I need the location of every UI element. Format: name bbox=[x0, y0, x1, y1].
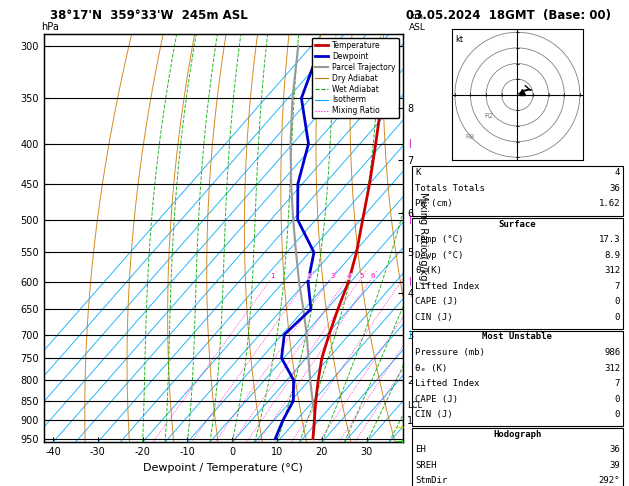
Text: 36: 36 bbox=[610, 184, 620, 193]
Text: θₑ (K): θₑ (K) bbox=[415, 364, 447, 373]
Y-axis label: Mixing Ratio (g/kg): Mixing Ratio (g/kg) bbox=[418, 192, 428, 284]
Text: 5: 5 bbox=[360, 273, 364, 279]
Text: |: | bbox=[408, 139, 413, 148]
Text: 2: 2 bbox=[308, 273, 312, 279]
Text: Dewp (°C): Dewp (°C) bbox=[415, 251, 464, 260]
Text: 8.9: 8.9 bbox=[604, 251, 620, 260]
Text: EH: EH bbox=[415, 445, 426, 454]
Text: →: → bbox=[395, 423, 404, 433]
Text: 38°17'N  359°33'W  245m ASL: 38°17'N 359°33'W 245m ASL bbox=[50, 9, 248, 22]
Text: 7: 7 bbox=[615, 379, 620, 388]
Text: kt: kt bbox=[455, 35, 463, 44]
Text: 39: 39 bbox=[610, 461, 620, 470]
Text: R2: R2 bbox=[485, 113, 494, 119]
Text: 4: 4 bbox=[347, 273, 351, 279]
Text: CAPE (J): CAPE (J) bbox=[415, 395, 458, 404]
Text: 0: 0 bbox=[615, 297, 620, 307]
Text: CIN (J): CIN (J) bbox=[415, 313, 453, 322]
Text: StmDir: StmDir bbox=[415, 476, 447, 486]
Text: 4: 4 bbox=[615, 168, 620, 177]
Text: 312: 312 bbox=[604, 266, 620, 276]
Text: 0: 0 bbox=[615, 313, 620, 322]
Text: 292°: 292° bbox=[599, 476, 620, 486]
Text: 3: 3 bbox=[330, 273, 335, 279]
Text: Lifted Index: Lifted Index bbox=[415, 379, 480, 388]
Text: SREH: SREH bbox=[415, 461, 437, 470]
Text: Most Unstable: Most Unstable bbox=[482, 332, 552, 342]
Text: Lifted Index: Lifted Index bbox=[415, 282, 480, 291]
Text: CIN (J): CIN (J) bbox=[415, 410, 453, 419]
Text: |: | bbox=[408, 278, 413, 286]
Text: R8: R8 bbox=[466, 134, 475, 139]
Text: CAPE (J): CAPE (J) bbox=[415, 297, 458, 307]
Legend: Temperature, Dewpoint, Parcel Trajectory, Dry Adiabat, Wet Adiabat, Isotherm, Mi: Temperature, Dewpoint, Parcel Trajectory… bbox=[311, 38, 399, 119]
Text: 1.62: 1.62 bbox=[599, 199, 620, 208]
Text: 986: 986 bbox=[604, 348, 620, 357]
Text: →: → bbox=[395, 437, 404, 447]
Text: LCL: LCL bbox=[407, 401, 422, 411]
Text: 0: 0 bbox=[615, 395, 620, 404]
Text: hPa: hPa bbox=[41, 21, 58, 32]
Text: Hodograph: Hodograph bbox=[493, 430, 542, 439]
Text: 7: 7 bbox=[615, 282, 620, 291]
Text: 17.3: 17.3 bbox=[599, 235, 620, 244]
X-axis label: Dewpoint / Temperature (°C): Dewpoint / Temperature (°C) bbox=[143, 463, 303, 473]
Text: PW (cm): PW (cm) bbox=[415, 199, 453, 208]
Text: Surface: Surface bbox=[499, 220, 536, 229]
Text: |: | bbox=[408, 330, 413, 339]
Text: km
ASL: km ASL bbox=[409, 12, 426, 32]
Text: 36: 36 bbox=[610, 445, 620, 454]
Text: 6: 6 bbox=[371, 273, 376, 279]
Text: 1: 1 bbox=[270, 273, 276, 279]
Text: 03.05.2024  18GMT  (Base: 00): 03.05.2024 18GMT (Base: 00) bbox=[406, 9, 611, 22]
Text: Pressure (mb): Pressure (mb) bbox=[415, 348, 485, 357]
Text: Totals Totals: Totals Totals bbox=[415, 184, 485, 193]
Text: Temp (°C): Temp (°C) bbox=[415, 235, 464, 244]
Text: |: | bbox=[408, 215, 413, 225]
Text: 0: 0 bbox=[615, 410, 620, 419]
Text: K: K bbox=[415, 168, 421, 177]
Text: 312: 312 bbox=[604, 364, 620, 373]
Text: θₑ(K): θₑ(K) bbox=[415, 266, 442, 276]
